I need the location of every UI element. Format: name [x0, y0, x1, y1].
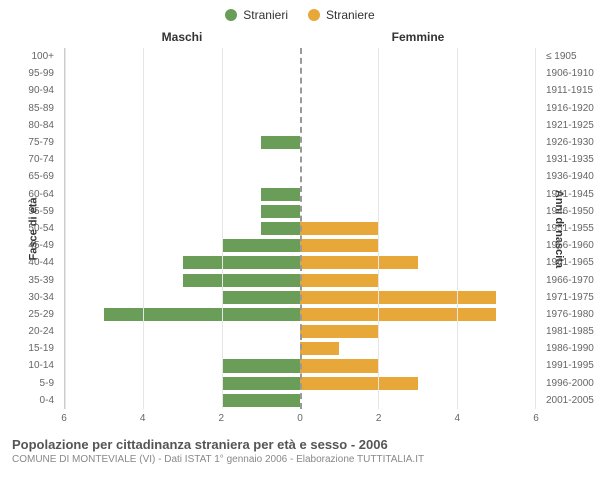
birth-label: 1951-1955	[546, 220, 600, 237]
age-label: 10-14	[0, 357, 54, 374]
birth-label: 1996-2000	[546, 375, 600, 392]
legend-female-label: Straniere	[326, 8, 375, 22]
birth-label: 1946-1950	[546, 203, 600, 220]
bar-male	[261, 205, 300, 218]
age-label: 40-44	[0, 254, 54, 271]
y-labels-birth: ≤ 19051906-19101911-19151916-19201921-19…	[540, 48, 600, 409]
bar-male	[222, 291, 300, 304]
x-tick: 4	[140, 413, 146, 424]
bar-male	[222, 394, 300, 407]
age-label: 95-99	[0, 65, 54, 82]
bar-female	[300, 274, 378, 287]
bar-female	[300, 325, 378, 338]
bar-female	[300, 239, 378, 252]
age-label: 15-19	[0, 340, 54, 357]
bar-male	[261, 188, 300, 201]
x-tick: 4	[455, 413, 461, 424]
x-tick: 6	[533, 413, 539, 424]
bar-male	[183, 274, 301, 287]
bar-female	[300, 291, 496, 304]
x-axis-labels: 6 4 2 0 2 4 6	[64, 413, 536, 427]
chart-subtitle: COMUNE DI MONTEVIALE (VI) - Dati ISTAT 1…	[12, 454, 588, 465]
section-labels: Maschi Femmine	[0, 26, 600, 48]
plot-area	[64, 48, 536, 409]
age-label: 90-94	[0, 82, 54, 99]
age-label: 0-4	[0, 392, 54, 409]
chart-title: Popolazione per cittadinanza straniera p…	[12, 437, 588, 452]
age-label: 80-84	[0, 117, 54, 134]
birth-label: 1921-1925	[546, 117, 600, 134]
x-tick: 0	[297, 413, 303, 424]
birth-label: 1976-1980	[546, 306, 600, 323]
birth-label: 1936-1940	[546, 168, 600, 185]
age-label: 60-64	[0, 186, 54, 203]
birth-label: 1986-1990	[546, 340, 600, 357]
y-labels-age: 100+95-9990-9485-8980-8475-7970-7465-696…	[0, 48, 60, 409]
maschi-label: Maschi	[64, 26, 300, 48]
bar-female	[300, 342, 339, 355]
birth-label: 1971-1975	[546, 289, 600, 306]
age-label: 100+	[0, 48, 54, 65]
birth-label: 1961-1965	[546, 254, 600, 271]
female-swatch	[308, 9, 320, 21]
x-tick: 6	[61, 413, 67, 424]
age-label: 25-29	[0, 306, 54, 323]
age-label: 45-49	[0, 237, 54, 254]
birth-label: 1926-1930	[546, 134, 600, 151]
age-label: 50-54	[0, 220, 54, 237]
age-label: 70-74	[0, 151, 54, 168]
birth-label: 1931-1935	[546, 151, 600, 168]
birth-label: 1941-1945	[546, 186, 600, 203]
x-tick: 2	[219, 413, 225, 424]
birth-label: 1966-1970	[546, 271, 600, 288]
legend-male-label: Stranieri	[243, 8, 288, 22]
bar-female	[300, 308, 496, 321]
birth-label: 1906-1910	[546, 65, 600, 82]
birth-label: 1991-1995	[546, 357, 600, 374]
age-label: 30-34	[0, 289, 54, 306]
bar-male	[222, 359, 300, 372]
age-label: 20-24	[0, 323, 54, 340]
birth-label: 2001-2005	[546, 392, 600, 409]
bar-female	[300, 359, 378, 372]
bar-female	[300, 256, 418, 269]
male-swatch	[225, 9, 237, 21]
age-label: 65-69	[0, 168, 54, 185]
femmine-label: Femmine	[300, 26, 536, 48]
bar-male	[261, 222, 300, 235]
bar-male	[183, 256, 301, 269]
birth-label: 1916-1920	[546, 100, 600, 117]
chart: Maschi Femmine Fasce di età Anni di nasc…	[0, 26, 600, 431]
birth-label: 1956-1960	[546, 237, 600, 254]
age-label: 85-89	[0, 100, 54, 117]
birth-label: 1981-1985	[546, 323, 600, 340]
age-label: 75-79	[0, 134, 54, 151]
bar-male	[222, 377, 300, 390]
bar-male	[104, 308, 300, 321]
x-tick: 2	[376, 413, 382, 424]
legend-item-female: Straniere	[308, 8, 375, 22]
age-label: 55-59	[0, 203, 54, 220]
bar-male	[222, 239, 300, 252]
bar-female	[300, 222, 378, 235]
birth-label: 1911-1915	[546, 82, 600, 99]
footer: Popolazione per cittadinanza straniera p…	[0, 431, 600, 465]
legend-item-male: Stranieri	[225, 8, 288, 22]
legend: Stranieri Straniere	[0, 0, 600, 26]
bar-female	[300, 377, 418, 390]
bar-male	[261, 136, 300, 149]
age-label: 35-39	[0, 271, 54, 288]
age-label: 5-9	[0, 375, 54, 392]
birth-label: ≤ 1905	[546, 48, 600, 65]
